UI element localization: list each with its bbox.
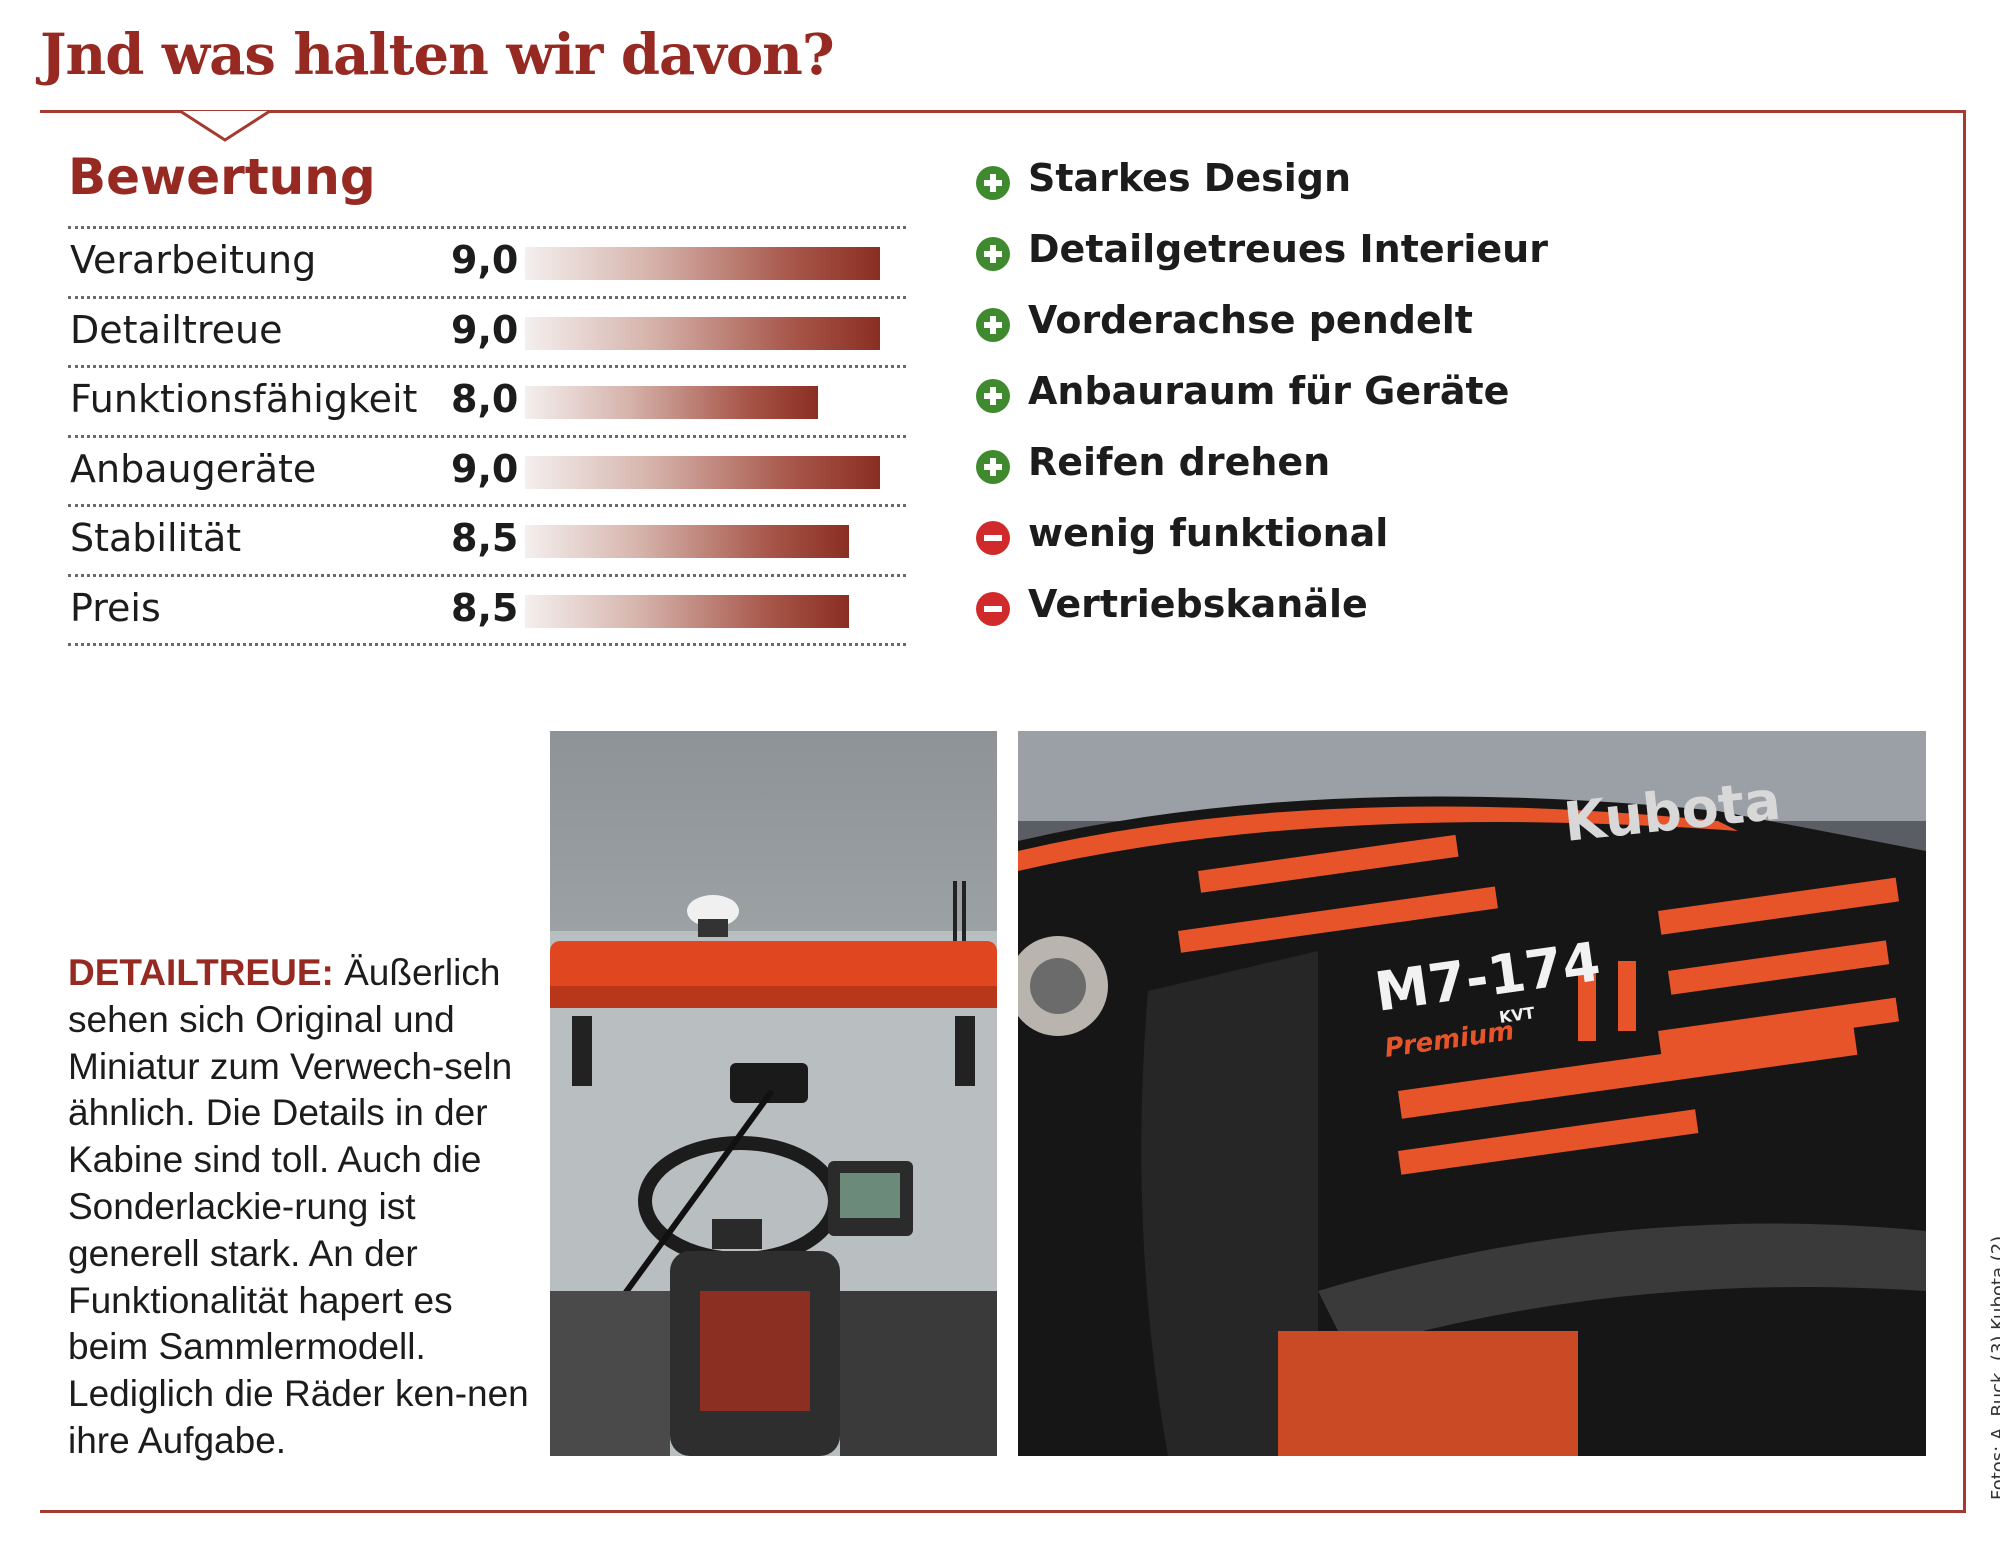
photo-credit-text: Fotos: A. Buck, (3) Kubota (2) xyxy=(1988,1235,2000,1500)
content-frame xyxy=(40,110,1966,1513)
pro-con-text: Vertriebskanäle xyxy=(1028,582,1368,626)
rating-value: 9,0 xyxy=(451,238,519,282)
rating-title: Bewertung xyxy=(68,148,376,206)
hood-kvt-badge: KVT xyxy=(1498,1003,1536,1027)
plus-circle-icon xyxy=(976,166,1010,200)
rating-label: Anbaugeräte xyxy=(70,446,317,491)
plus-circle-icon xyxy=(976,379,1010,413)
rating-row: Preis 8,5 xyxy=(68,573,906,646)
headline: Jnd was halten wir davon? xyxy=(40,22,835,88)
rating-label: Verarbeitung xyxy=(70,238,317,282)
rating-bar xyxy=(525,386,818,419)
rating-row: Stabilität 8,5 xyxy=(68,504,906,574)
caption-body: Äußerlich sehen sich Original und Miniat… xyxy=(68,952,529,1461)
rating-label: Stabilität xyxy=(70,516,242,560)
hood-photo: Kubota M7-174 Premium KVT xyxy=(1018,731,1926,1456)
rating-bar-track xyxy=(525,455,903,489)
rating-bar xyxy=(525,525,850,558)
rating-bar-track xyxy=(525,247,903,280)
rating-row: Detailtreue 9,0 xyxy=(68,295,906,366)
pro-con-text: Starkes Design xyxy=(1028,156,1351,200)
photo-credit: Fotos: A. Buck, (3) Kubota (2) xyxy=(1986,1030,2000,1510)
rating-bar-track xyxy=(525,316,903,350)
frame-notch xyxy=(180,108,270,142)
rating-label: Preis xyxy=(70,585,161,630)
rating-value: 8,5 xyxy=(451,516,519,560)
rating-bar xyxy=(525,594,850,628)
plus-circle-icon xyxy=(976,450,1010,484)
rating-label: Funktionsfähigkeit xyxy=(70,377,418,421)
rating-value: 8,5 xyxy=(451,585,519,630)
plus-circle-icon xyxy=(976,237,1010,271)
rating-row: Verarbeitung 9,0 xyxy=(68,226,906,296)
rating-bar xyxy=(525,455,881,489)
rating-bar-track xyxy=(525,525,903,558)
rating-bar-track xyxy=(525,386,903,419)
rating-bar xyxy=(525,247,881,280)
minus-circle-icon xyxy=(976,592,1010,626)
rating-row: Funktionsfähigkeit 8,0 xyxy=(68,365,906,435)
rating-label: Detailtreue xyxy=(70,307,283,352)
caption-lead: DETAILTREUE: xyxy=(68,952,334,993)
rating-value: 8,0 xyxy=(451,377,519,421)
pro-con-text: wenig funktional xyxy=(1028,511,1389,555)
plus-circle-icon xyxy=(976,308,1010,342)
rating-bar xyxy=(525,316,881,350)
minus-circle-icon xyxy=(976,521,1010,555)
pro-con-text: Reifen drehen xyxy=(1028,440,1331,484)
rating-row: Anbaugeräte 9,0 xyxy=(68,434,906,505)
cab-photo xyxy=(550,731,997,1456)
rating-value: 9,0 xyxy=(451,307,519,352)
rating-bar-track xyxy=(525,594,903,628)
caption: DETAILTREUE: Äußerlich sehen sich Origin… xyxy=(68,950,538,1465)
pro-con-text: Anbauraum für Geräte xyxy=(1028,369,1510,413)
pro-con-text: Detailgetreues Interieur xyxy=(1028,227,1548,271)
rating-value: 9,0 xyxy=(451,446,519,491)
rating-table: Verarbeitung 9,0 Detailtreue 9,0 Funktionsfä… xyxy=(68,226,906,646)
pro-con-text: Vorderachse pendelt xyxy=(1028,298,1473,342)
